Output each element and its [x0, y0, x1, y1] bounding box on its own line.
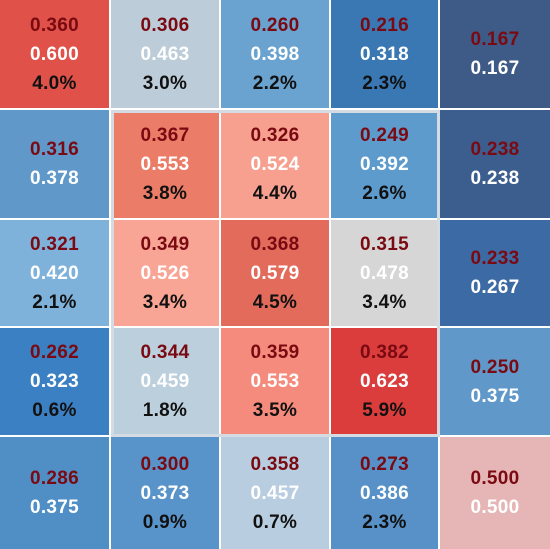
heatmap-cell: 0.358 0.457 0.7% [221, 437, 329, 549]
heatmap-cell: 0.500 0.500 [440, 437, 550, 549]
cell-value-3: 0.7% [252, 511, 298, 533]
cell-value-1: 0.315 [359, 233, 410, 255]
cell-value-3: 4.0% [32, 72, 77, 94]
cell-value-1: 0.306 [140, 14, 190, 36]
cell-value-2: 0.524 [250, 153, 300, 175]
cell-value-1: 0.167 [470, 29, 520, 50]
cell-value-2: 0.500 [470, 497, 520, 518]
heatmap-cell: 0.233 0.267 [440, 220, 550, 326]
cell-value-2: 0.318 [359, 43, 410, 65]
cell-value-2: 0.420 [29, 262, 80, 284]
cell-value-3: 5.9% [362, 400, 407, 421]
cell-value-1: 0.321 [29, 233, 80, 255]
cell-value-2: 0.386 [359, 482, 410, 504]
heatmap-cell: 0.382 0.623 5.9% [331, 328, 438, 435]
cell-value-2: 0.459 [140, 371, 190, 392]
heatmap-cell: 0.315 0.478 3.4% [331, 220, 438, 326]
cell-value-2: 0.392 [359, 153, 410, 175]
cell-value-2: 0.579 [250, 262, 300, 284]
heatmap-cell: 0.368 0.579 4.5% [221, 220, 329, 326]
heatmap-cell: 0.273 0.386 2.3% [331, 437, 438, 549]
cell-value-3: 1.8% [142, 400, 188, 421]
heatmap-cell: 0.250 0.375 [440, 328, 550, 435]
cell-value-3: 2.1% [32, 291, 77, 313]
cell-value-3: 4.4% [252, 182, 298, 204]
cell-value-3: 2.6% [362, 182, 407, 204]
cell-value-1: 0.262 [29, 342, 80, 363]
cell-value-1: 0.359 [250, 342, 300, 363]
cell-value-1: 0.286 [29, 468, 80, 489]
cell-value-1: 0.382 [359, 342, 410, 363]
cell-value-2: 0.478 [359, 262, 410, 284]
cell-value-2: 0.375 [470, 385, 520, 407]
cell-value-1: 0.233 [470, 248, 520, 269]
heatmap-cell: 0.359 0.553 3.5% [221, 328, 329, 435]
cell-value-3: 0.9% [142, 511, 188, 533]
cell-value-3: 3.4% [142, 291, 188, 313]
cell-value-1: 0.360 [29, 14, 80, 36]
heatmap-cell: 0.262 0.323 0.6% [0, 328, 109, 435]
cell-value-2: 0.526 [140, 262, 190, 284]
cell-value-1: 0.367 [140, 124, 190, 146]
cell-value-2: 0.463 [140, 43, 190, 65]
cell-value-1: 0.349 [140, 233, 190, 255]
cell-value-2: 0.238 [470, 168, 520, 189]
heatmap-cell: 0.286 0.375 [0, 437, 109, 549]
cell-value-3: 0.6% [32, 400, 77, 421]
heatmap-cell: 0.216 0.318 2.3% [331, 0, 438, 108]
cell-value-2: 0.553 [140, 153, 190, 175]
cell-value-2: 0.398 [250, 43, 300, 65]
cell-value-3: 3.5% [252, 400, 298, 421]
cell-value-1: 0.326 [250, 124, 300, 146]
cell-value-1: 0.300 [140, 453, 190, 475]
heatmap-cell: 0.326 0.524 4.4% [221, 110, 329, 218]
cell-value-3: 3.4% [362, 291, 407, 313]
cell-value-2: 0.323 [29, 371, 80, 392]
cell-value-2: 0.378 [29, 168, 80, 189]
cell-value-3: 3.8% [142, 182, 188, 204]
heatmap-cell: 0.300 0.373 0.9% [111, 437, 219, 549]
cell-value-3: 2.3% [362, 72, 407, 94]
cell-value-3: 2.3% [362, 511, 407, 533]
cell-value-3: 3.0% [142, 72, 188, 94]
cell-value-2: 0.373 [140, 482, 190, 504]
cell-value-2: 0.623 [359, 371, 410, 392]
heatmap-cell: 0.260 0.398 2.2% [221, 0, 329, 108]
heatmap-cell: 0.316 0.378 [0, 110, 109, 218]
cell-value-2: 0.267 [470, 277, 520, 298]
cell-value-1: 0.316 [29, 139, 80, 160]
cell-value-1: 0.260 [250, 14, 300, 36]
cell-value-1: 0.250 [470, 356, 520, 378]
heatmap-cell: 0.360 0.600 4.0% [0, 0, 109, 108]
cell-value-1: 0.273 [359, 453, 410, 475]
cell-value-1: 0.500 [470, 468, 520, 489]
heatmap-cell: 0.321 0.420 2.1% [0, 220, 109, 326]
cell-value-1: 0.216 [359, 14, 410, 36]
heatmap-cell: 0.249 0.392 2.6% [331, 110, 438, 218]
cell-value-2: 0.600 [29, 43, 80, 65]
cell-value-2: 0.553 [250, 371, 300, 392]
heatmap-cell: 0.344 0.459 1.8% [111, 328, 219, 435]
heatmap-cell: 0.349 0.526 3.4% [111, 220, 219, 326]
cell-value-1: 0.249 [359, 124, 410, 146]
cell-value-2: 0.167 [470, 58, 520, 79]
cell-value-2: 0.457 [250, 482, 300, 504]
heatmap-cell: 0.367 0.553 3.8% [111, 110, 219, 218]
heatmap-cell: 0.167 0.167 [440, 0, 550, 108]
cell-value-3: 2.2% [252, 72, 298, 94]
cell-value-2: 0.375 [29, 497, 80, 518]
cell-value-1: 0.238 [470, 139, 520, 160]
cell-value-1: 0.358 [250, 453, 300, 475]
heatmap-cell: 0.306 0.463 3.0% [111, 0, 219, 108]
cell-value-3: 4.5% [252, 291, 298, 313]
heatmap-cell: 0.238 0.238 [440, 110, 550, 218]
cell-value-1: 0.368 [250, 233, 300, 255]
cell-value-1: 0.344 [140, 342, 190, 363]
